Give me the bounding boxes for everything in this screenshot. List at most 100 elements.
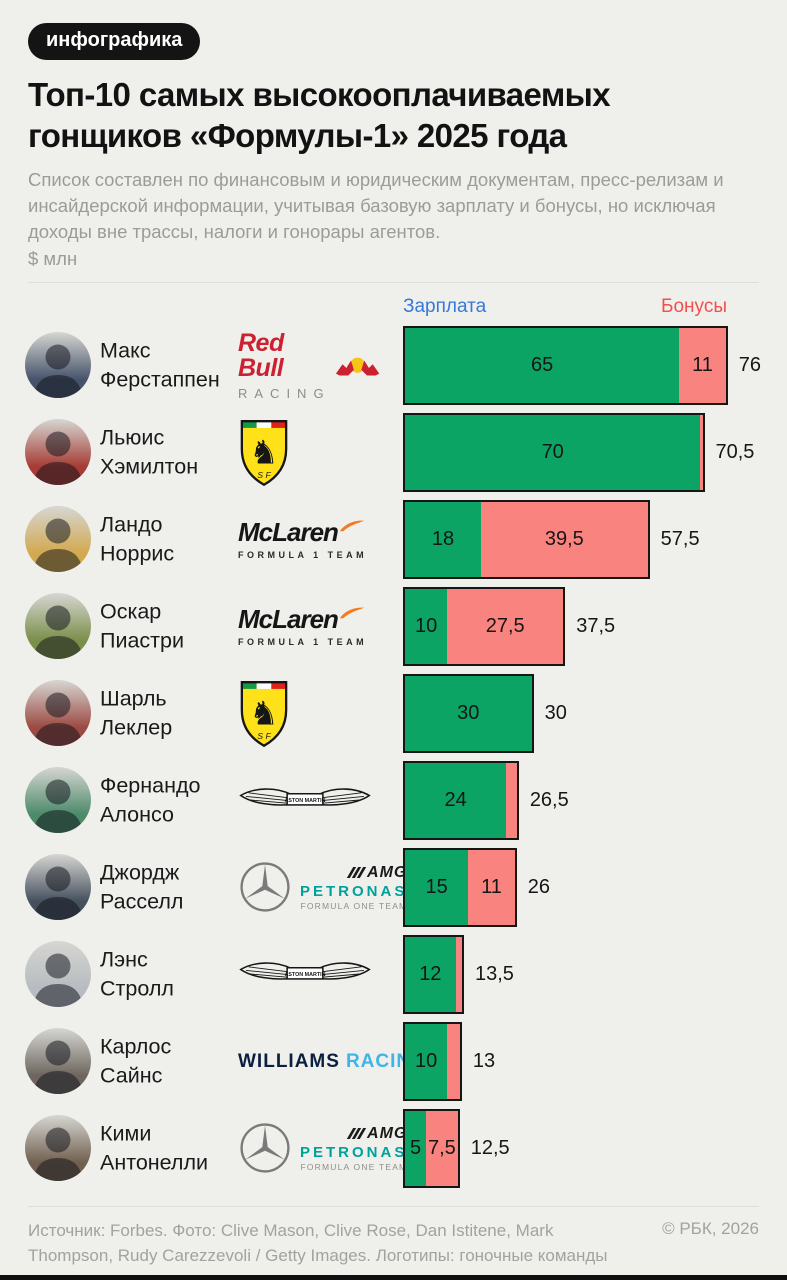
- bar-group: 10 27,5 37,5: [403, 583, 615, 670]
- team-logo: McLaren FORMULA 1 TEAM: [238, 583, 380, 670]
- driver-row: Лэнс Стролл ASTON MARTIN 12: [0, 931, 787, 1018]
- stacked-bar: 18 39,5: [403, 499, 650, 579]
- williams-racing-logo: WILLIAMS RACING: [238, 1052, 427, 1071]
- driver-last-name: Алонсо: [100, 802, 174, 827]
- stacked-bar: 24: [403, 760, 519, 840]
- infographic-badge: инфографика: [28, 23, 201, 60]
- bonus-bar-segment: [700, 414, 703, 490]
- bar-group: 12 13,5: [403, 931, 514, 1018]
- driver-last-name: Леклер: [100, 715, 173, 740]
- driver-first-name: Оскар: [100, 600, 162, 624]
- driver-last-name: Пиастри: [100, 628, 184, 653]
- mercedes-star-icon: [240, 1123, 290, 1173]
- mclaren-logo: McLaren FORMULA 1 TEAM: [238, 519, 367, 560]
- svg-text:♞: ♞: [249, 695, 278, 733]
- salary-bar-segment: 12: [405, 936, 456, 1012]
- stacked-bar: 30: [403, 673, 534, 753]
- bonus-bar-segment: 11: [468, 849, 515, 925]
- header-divider: [28, 281, 759, 283]
- bonus-value-label: 11: [481, 875, 502, 898]
- mercedes-amg-petronas-logo: AMG PETRONAS FORMULA ONE TEAM: [238, 1121, 407, 1175]
- salary-bar-segment: 65: [405, 327, 680, 403]
- team-logo: ASTON MARTIN: [238, 757, 380, 844]
- driver-avatar: [25, 419, 91, 486]
- salary-bar-segment: 10: [405, 1023, 448, 1099]
- person-silhouette-icon: [33, 779, 83, 834]
- bonus-value-label: 39,5: [544, 527, 584, 550]
- stacked-bar: 12: [403, 934, 464, 1014]
- team-logo: WILLIAMS RACING: [238, 1018, 426, 1105]
- bonus-value-label: 7,5: [428, 1136, 456, 1159]
- stacked-bar: 65 11: [403, 325, 728, 405]
- driver-name: Оскар Пиастри: [100, 598, 238, 655]
- driver-name: Шарль Леклер: [100, 685, 238, 742]
- driver-first-name: Лэнс: [100, 948, 148, 972]
- ferrari-sf-initials: S F: [257, 731, 271, 741]
- header: инфографика Топ-10 самых высокооплачивае…: [0, 0, 787, 272]
- driver-avatar: [25, 1028, 91, 1095]
- driver-first-name: Льюис: [100, 426, 165, 450]
- total-value-label: 13: [472, 1049, 496, 1072]
- chart-legend: Зарплата Бонусы: [403, 296, 727, 318]
- driver-name: Льюис Хэмилтон: [100, 424, 238, 481]
- mercedes-amg-petronas-logo: AMG PETRONAS FORMULA ONE TEAM: [238, 860, 407, 914]
- driver-name: Лэнс Стролл: [100, 946, 238, 1003]
- ferrari-shield-icon: ♞ S F: [240, 420, 288, 487]
- bar-group: 15 11 26: [403, 844, 550, 931]
- mercedes-star-icon: [240, 862, 290, 912]
- driver-avatar: [25, 854, 91, 921]
- salary-bar-segment: 15: [405, 849, 469, 925]
- total-value-label: 26: [527, 875, 550, 898]
- driver-last-name: Антонелли: [100, 1150, 208, 1175]
- mclaren-speedmark-icon: [339, 520, 365, 532]
- driver-first-name: Карлос: [100, 1035, 172, 1059]
- total-value-label: 76: [738, 353, 761, 376]
- salary-value-label: 10: [414, 1049, 438, 1072]
- williams-wordmark: WILLIAMS: [238, 1050, 340, 1072]
- driver-first-name: Шарль: [100, 687, 167, 711]
- ferrari-sf-initials: S F: [257, 470, 271, 480]
- stacked-bar: 10: [403, 1021, 462, 1101]
- total-value-label: 37,5: [576, 614, 616, 637]
- bar-group: 5 7,5 12,5: [403, 1105, 510, 1192]
- bar-group: 70 70,5: [403, 409, 754, 496]
- total-value-label: 70,5: [715, 440, 755, 463]
- red-bull-wordmark: Red Bull: [238, 328, 284, 382]
- svg-text:♞: ♞: [249, 434, 278, 472]
- driver-row: Оскар Пиастри McLaren FORMULA 1 TEAM 10 …: [0, 583, 787, 670]
- driver-last-name: Норрис: [100, 541, 175, 566]
- team-logo: Red Bull RACING: [238, 322, 380, 409]
- driver-name: Кими Антонелли: [100, 1120, 238, 1177]
- person-silhouette-icon: [33, 1127, 83, 1182]
- bar-group: 10 13: [403, 1018, 495, 1105]
- driver-row: Ландо Норрис McLaren FORMULA 1 TEAM 18 3…: [0, 496, 787, 583]
- salary-value-label: 30: [457, 701, 480, 724]
- person-silhouette-icon: [33, 692, 83, 747]
- legend-salary-label: Зарплата: [403, 295, 487, 317]
- salary-value-label: 24: [444, 788, 467, 811]
- mclaren-wordmark: McLaren: [238, 603, 339, 634]
- title-line-1: Топ-10 самых высокооплачиваемых: [28, 76, 611, 113]
- formula-one-team-label: FORMULA ONE TEAM: [300, 900, 408, 911]
- salary-value-label: 70: [541, 440, 564, 463]
- driver-avatar: [25, 767, 91, 834]
- driver-name: Ландо Норрис: [100, 511, 238, 568]
- amg-wordmark: AMG: [346, 864, 407, 881]
- red-bull-racing-wordmark: RACING: [238, 385, 331, 401]
- aston-martin-wings-icon: ASTON MARTIN: [239, 788, 371, 807]
- bonus-value-label: 27,5: [485, 614, 525, 637]
- bar-group: 30 30: [403, 670, 567, 757]
- stacked-bar: 10 27,5: [403, 586, 566, 666]
- stacked-bar: 5 7,5: [403, 1108, 460, 1188]
- mclaren-speedmark-icon: [339, 607, 365, 619]
- aston-martin-wordmark: ASTON MARTIN: [285, 972, 326, 978]
- driver-row: Фернандо Алонсо ASTON MARTIN 24: [0, 757, 787, 844]
- driver-last-name: Расселл: [100, 889, 184, 914]
- driver-row: Шарль Леклер ♞ S F 30 30: [0, 670, 787, 757]
- driver-last-name: Сайнс: [100, 1063, 163, 1088]
- unit-label: $ млн: [28, 247, 78, 269]
- team-logo: AMG PETRONAS FORMULA ONE TEAM: [238, 844, 406, 931]
- red-bull-racing-logo: Red Bull RACING: [238, 328, 380, 401]
- salary-value-label: 10: [414, 614, 438, 637]
- total-value-label: 57,5: [660, 527, 700, 550]
